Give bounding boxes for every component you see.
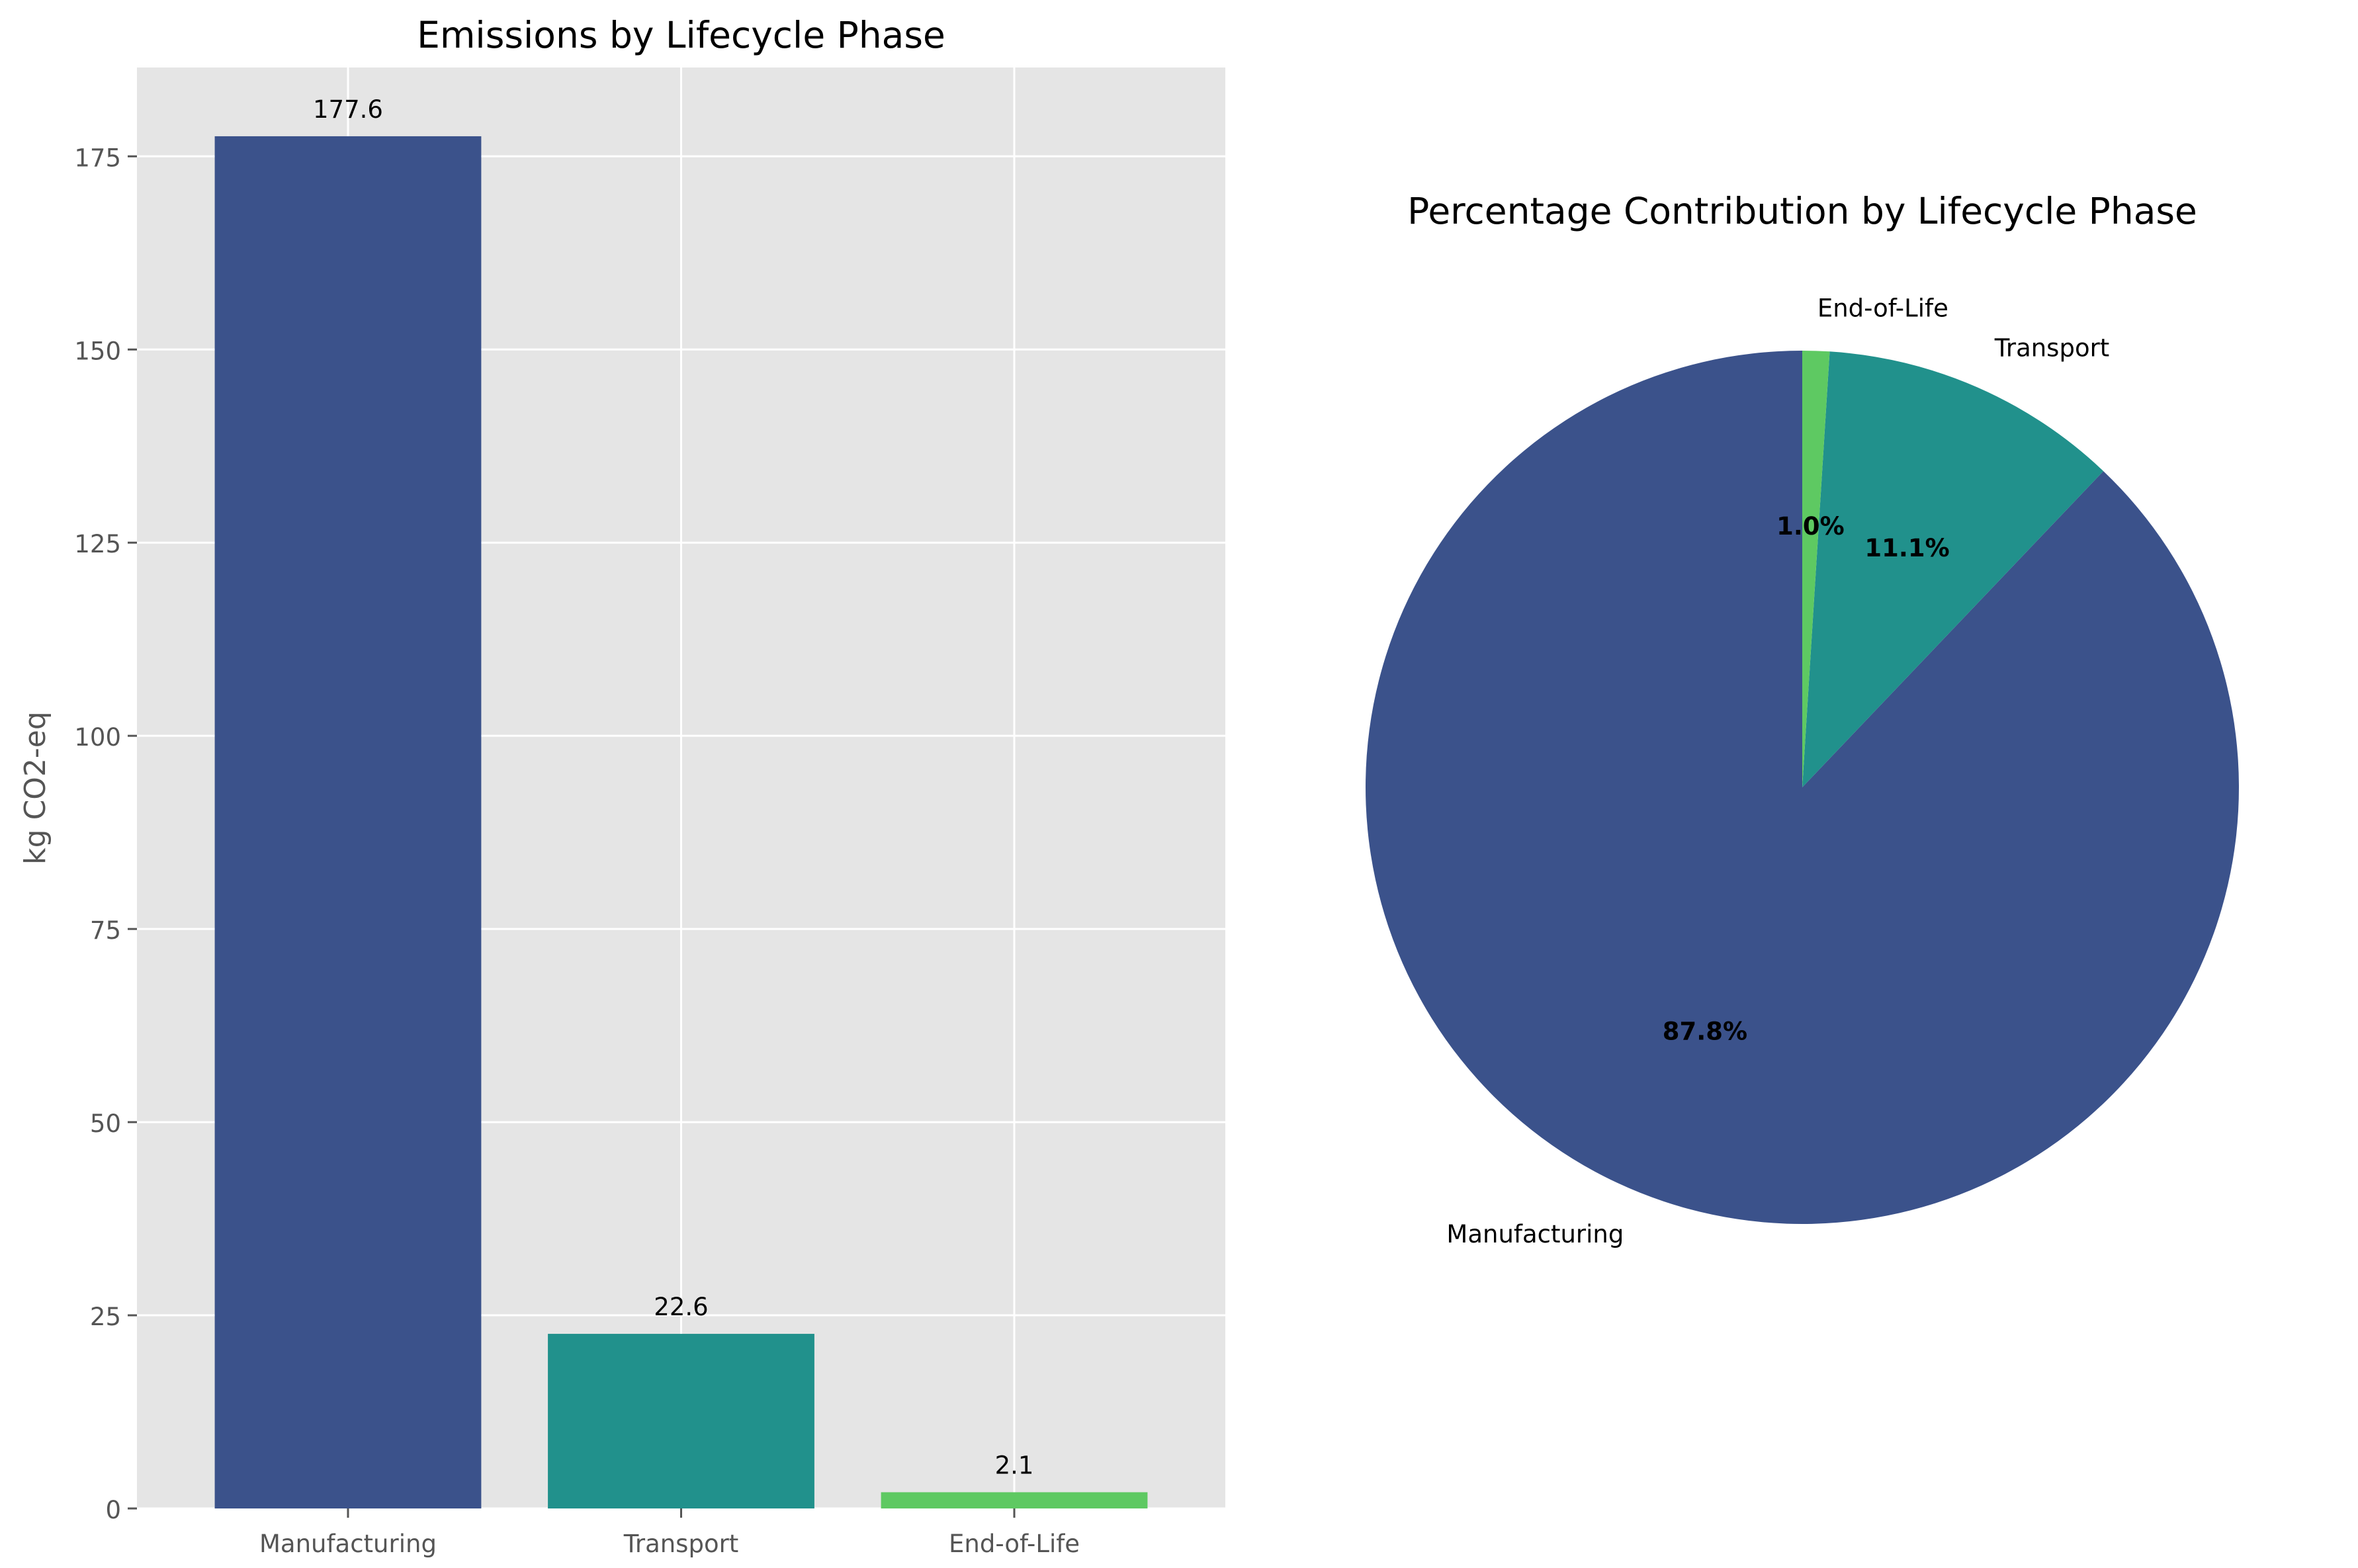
pie-slice-label: Manufacturing	[1446, 1220, 1624, 1248]
bar-end-of-life	[881, 1492, 1148, 1508]
bar-value-label: 2.1	[995, 1451, 1034, 1479]
bar-manufacturing	[214, 136, 482, 1508]
x-tick-label: Transport	[623, 1530, 739, 1558]
y-tick-label: 125	[74, 530, 121, 558]
pie-slice-manufacturing	[1365, 351, 2239, 1224]
pie-slice-labels: Manufacturing Transport End-of-Life	[1446, 294, 2109, 1248]
bar-transport	[548, 1334, 814, 1508]
y-tick-label: 25	[90, 1303, 121, 1331]
y-tick-label: 150	[74, 337, 121, 365]
pie-chart-title: Percentage Contribution by Lifecycle Pha…	[1407, 190, 2197, 232]
pie-slice-label: End-of-Life	[1817, 294, 1948, 322]
y-axis-ticks: 0 25 50 75 100 125 150 175	[74, 144, 137, 1524]
bar-chart-title: Emissions by Lifecycle Phase	[417, 14, 945, 56]
pie-slice-end-of-life	[1802, 351, 1830, 787]
pie-slices	[1365, 351, 2239, 1224]
pie-slice-transport	[1802, 351, 2104, 787]
y-tick-label: 0	[105, 1496, 121, 1524]
pie-percentage-label: 87.8%	[1663, 1018, 1747, 1046]
y-axis-label: kg CO2-eq	[19, 711, 52, 865]
pie-percentage-labels: 87.8% 11.1% 1.0%	[1663, 512, 1950, 1045]
x-tick-label: End-of-Life	[949, 1530, 1080, 1558]
pie-chart: Percentage Contribution by Lifecycle Pha…	[1365, 190, 2239, 1248]
x-axis-ticks: Manufacturing Transport End-of-Life	[259, 1508, 1080, 1558]
bar-value-label: 177.6	[313, 95, 383, 124]
bar-chart: 177.6 22.6 2.1 0 25 50 75 100 125 150 175 Manufac…	[19, 14, 1225, 1558]
pie-slice-label: Transport	[1994, 334, 2110, 363]
bar-value-labels: 177.6 22.6 2.1	[313, 95, 1033, 1480]
y-tick-label: 50	[90, 1110, 121, 1138]
x-tick-label: Manufacturing	[259, 1530, 437, 1558]
y-tick-label: 100	[74, 723, 121, 752]
bar-series	[214, 136, 1148, 1508]
y-tick-label: 75	[90, 916, 121, 945]
y-tick-label: 175	[74, 144, 121, 172]
pie-percentage-label: 1.0%	[1776, 512, 1845, 541]
bar-value-label: 22.6	[654, 1293, 708, 1321]
pie-percentage-label: 11.1%	[1864, 534, 1949, 562]
